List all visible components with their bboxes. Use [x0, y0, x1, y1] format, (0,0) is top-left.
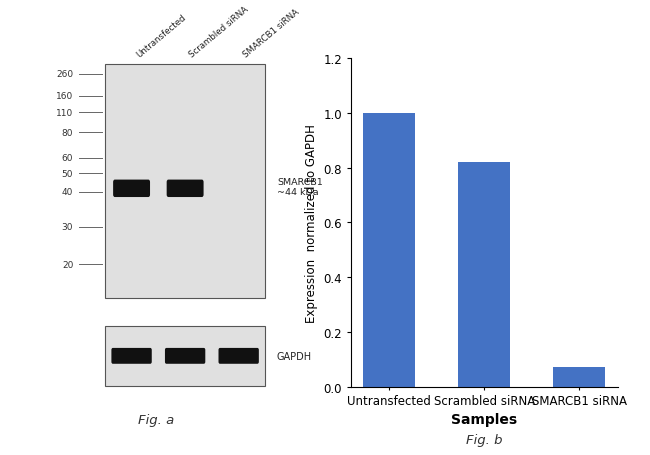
- Text: 260: 260: [56, 70, 73, 79]
- FancyBboxPatch shape: [111, 348, 151, 364]
- Text: 160: 160: [56, 92, 73, 101]
- Text: 60: 60: [62, 154, 73, 163]
- Text: Scrambled siRNA: Scrambled siRNA: [188, 5, 250, 59]
- Text: SMARCB1
~44 kDa: SMARCB1 ~44 kDa: [277, 177, 322, 197]
- Text: 40: 40: [62, 188, 73, 197]
- FancyBboxPatch shape: [113, 180, 150, 197]
- Bar: [105, 65, 265, 298]
- Text: GAPDH: GAPDH: [277, 351, 312, 361]
- FancyBboxPatch shape: [218, 348, 259, 364]
- Text: 20: 20: [62, 260, 73, 269]
- FancyBboxPatch shape: [165, 348, 205, 364]
- Y-axis label: Expression  normalized to GAPDH: Expression normalized to GAPDH: [305, 124, 318, 322]
- Text: 80: 80: [62, 128, 73, 137]
- Bar: [363, 114, 415, 387]
- Text: 110: 110: [56, 108, 73, 117]
- Bar: [105, 326, 265, 386]
- Text: Untransfected: Untransfected: [135, 13, 187, 59]
- Text: Fig. a: Fig. a: [138, 414, 175, 426]
- Text: SMARCB1 siRNA: SMARCB1 siRNA: [242, 7, 301, 59]
- FancyBboxPatch shape: [166, 180, 203, 197]
- Bar: [458, 163, 510, 387]
- X-axis label: Samples: Samples: [451, 412, 517, 426]
- Text: Fig. b: Fig. b: [466, 433, 502, 446]
- Text: 50: 50: [62, 169, 73, 178]
- Text: 30: 30: [62, 223, 73, 232]
- Bar: [553, 368, 605, 387]
